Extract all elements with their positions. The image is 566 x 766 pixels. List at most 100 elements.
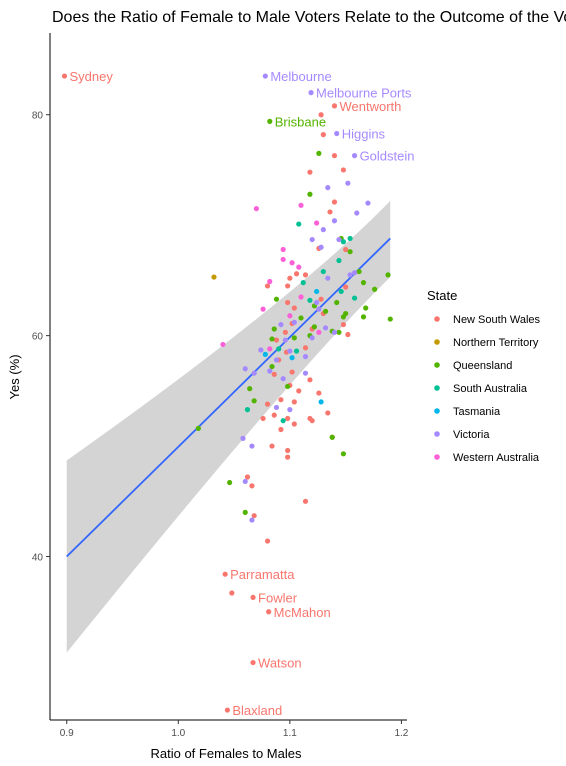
point-new-south-wales: [249, 483, 255, 489]
point-western-australia: [298, 202, 304, 208]
point-new-south-wales: [340, 167, 347, 173]
chart-title: Does the Ratio of Female to Male Voters …: [52, 9, 566, 26]
point-new-south-wales: [291, 421, 297, 427]
point-queensland: [356, 268, 362, 275]
point-south-australia: [347, 235, 353, 242]
point-mcmahon: [266, 609, 272, 615]
point-queensland: [195, 425, 201, 432]
point-queensland: [340, 314, 347, 320]
point-south-australia: [300, 280, 306, 286]
point-queensland: [387, 316, 393, 322]
label-brisbane: Brisbane: [275, 114, 326, 129]
point-western-australia: [280, 246, 286, 253]
y-axis-title: Yes (%): [7, 354, 22, 399]
point-victoria: [354, 210, 360, 216]
point-new-south-wales: [309, 418, 315, 424]
point-melbourne: [262, 73, 268, 79]
point-new-south-wales: [251, 513, 257, 519]
point-victoria: [302, 354, 309, 360]
point-queensland: [360, 314, 367, 320]
axes: 0.9 1.0 1.1 1.2 40 60 80: [32, 33, 409, 739]
point-queensland: [363, 305, 369, 311]
point-victoria: [365, 200, 371, 206]
point-new-south-wales: [291, 305, 297, 311]
point-victoria: [325, 185, 331, 191]
point-victoria: [242, 478, 248, 485]
point-victoria: [345, 180, 351, 186]
point-western-australia: [298, 294, 304, 300]
point-new-south-wales: [331, 152, 338, 159]
point-south-australia: [340, 239, 347, 245]
point-new-south-wales: [278, 426, 284, 433]
point-new-south-wales: [291, 399, 297, 405]
point-queensland: [347, 249, 353, 255]
point-victoria: [278, 321, 284, 328]
point-new-south-wales: [287, 275, 293, 281]
point-queensland: [269, 363, 275, 370]
point-south-australia: [244, 407, 251, 413]
point-watson: [250, 659, 256, 666]
point-melbourne-ports: [308, 90, 314, 96]
y-tick-label: 80: [32, 111, 44, 122]
confidence-band: [66, 200, 391, 653]
point-new-south-wales: [289, 369, 295, 375]
point-new-south-wales: [264, 283, 271, 289]
point-queensland: [291, 335, 297, 341]
point-new-south-wales: [285, 415, 291, 422]
point-western-australia: [267, 278, 273, 285]
point-western-australia: [289, 260, 295, 266]
label-mcmahon: McMahon: [274, 605, 331, 620]
label-goldstein: Goldstein: [360, 149, 415, 164]
point-new-south-wales: [285, 447, 291, 454]
point-victoria: [267, 368, 273, 374]
point-victoria: [336, 236, 342, 243]
point-victoria: [258, 347, 264, 353]
point-queensland: [242, 509, 248, 515]
point-western-australia: [253, 206, 259, 212]
point-new-south-wales: [273, 337, 280, 343]
point-victoria: [316, 306, 322, 312]
point-victoria: [240, 435, 246, 441]
point-victoria: [287, 407, 293, 413]
point-western-australia: [296, 264, 302, 270]
point-wentworth: [331, 103, 338, 109]
point-south-australia: [276, 346, 282, 352]
point-queensland: [329, 434, 335, 440]
x-tick-label: 0.9: [60, 728, 74, 739]
point-victoria: [320, 227, 326, 233]
point-victoria: [242, 366, 248, 372]
point-queensland: [372, 286, 378, 292]
point-queensland: [273, 296, 280, 302]
point-new-south-wales: [302, 272, 309, 278]
point-queensland: [251, 398, 257, 404]
point-new-south-wales: [260, 415, 266, 422]
point-new-south-wales: [307, 169, 313, 175]
point-blaxland: [224, 707, 230, 713]
label-fowler: Fowler: [258, 590, 298, 605]
point-victoria: [331, 329, 338, 335]
point-south-australia: [320, 268, 326, 275]
point-new-south-wales: [345, 331, 351, 338]
point-new-south-wales: [340, 321, 347, 328]
point-queensland: [269, 336, 275, 342]
label-sydney: Sydney: [70, 69, 114, 84]
point-south-australia: [293, 348, 300, 354]
point-queensland: [340, 451, 347, 457]
point-western-australia: [260, 306, 266, 312]
legend-label-northern-territory: Northern Territory: [453, 337, 539, 349]
point-new-south-wales: [229, 590, 235, 596]
legend-label-tasmania: Tasmania: [453, 406, 501, 418]
legend-key-western-australia: [434, 454, 440, 460]
legend: State New South Wales Northern Territory Q…: [427, 288, 541, 464]
point-western-australia: [280, 256, 286, 263]
point-new-south-wales: [320, 132, 326, 138]
point-victoria: [318, 244, 324, 250]
point-victoria: [287, 348, 293, 354]
point-victoria: [291, 319, 297, 325]
point-queensland: [385, 272, 391, 278]
point-queensland: [334, 299, 340, 306]
point-brisbane: [267, 118, 273, 124]
point-new-south-wales: [285, 454, 291, 460]
label-watson: Watson: [258, 656, 302, 671]
